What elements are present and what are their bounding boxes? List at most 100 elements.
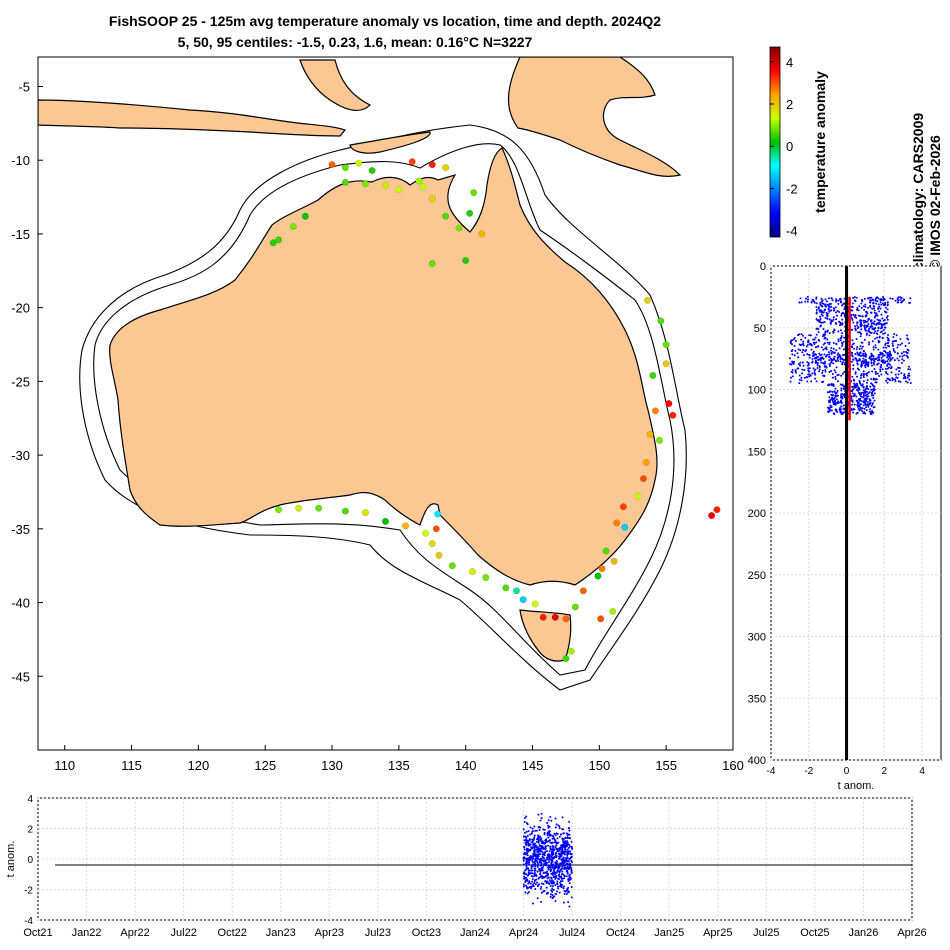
timeseries-point [533,871,536,874]
depth-point [895,339,898,342]
map-x-tick-label: 135 [388,758,410,773]
map-point [579,587,587,595]
depth-point [872,346,875,349]
shelf-contour [93,143,675,676]
timeseries-point [531,872,534,875]
depth-point [892,349,895,352]
timeseries-point [552,856,555,859]
depth-point [906,337,909,340]
map-point [419,183,427,191]
depth-point [814,353,817,356]
depth-point [894,373,897,376]
depth-point [829,365,832,368]
depth-point [865,333,868,336]
depth-point [891,379,894,382]
depth-point [882,303,885,306]
map-point [657,317,665,325]
timeseries-point [547,844,550,847]
depth-point [802,342,805,345]
depth-point [869,357,872,360]
depth-point [822,357,825,360]
depth-point [864,358,867,361]
depth-point [851,360,854,363]
timeseries-point [551,845,554,848]
depth-point [883,326,886,329]
timeseries-point [566,854,569,857]
timeseries-point [568,875,571,878]
depth-point [852,342,855,345]
depth-y-tick-label: 150 [748,446,766,458]
timeseries-point [566,837,569,840]
depth-point [899,337,902,340]
depth-point [863,324,866,327]
depth-point [880,313,883,316]
timeseries-point [550,864,553,867]
timeseries-point [525,830,528,833]
map-point [634,492,642,500]
timeseries-point [523,851,526,854]
timeseries-point [559,854,562,857]
timeseries-point [556,883,559,886]
map-point [275,236,283,244]
timeseries-point [552,889,555,892]
timeseries-point [524,879,527,882]
depth-point [806,343,809,346]
depth-point [902,359,905,362]
depth-point [806,376,809,379]
timeseries-point [534,829,537,832]
timeseries-point [570,896,573,899]
depth-point [832,307,835,310]
timeseries-point [540,882,543,885]
depth-point [876,300,879,303]
timeseries-point [531,859,534,862]
timeseries-point [535,874,538,877]
depth-point [850,354,853,357]
depth-point [824,342,827,345]
depth-point [860,374,863,377]
timeseries-point [547,826,550,829]
depth-point [858,379,861,382]
map-point [428,259,436,267]
depth-point [788,362,791,365]
timeseries-point [551,852,554,855]
depth-point [804,300,807,303]
timeseries-point [565,858,568,861]
depth-point [874,330,877,333]
depth-point [882,296,885,299]
colorbar-gradient [769,46,781,238]
depth-point [827,305,830,308]
depth-point [851,317,854,320]
depth-point [839,409,842,412]
depth-point [854,314,857,317]
timeseries-point [567,891,570,894]
depth-point [826,329,829,332]
timeseries-point [561,838,564,841]
map-point [594,572,602,580]
timeseries-point [562,873,565,876]
timeseries-point [536,870,539,873]
depth-point [857,387,860,390]
depth-point [882,332,885,335]
depth-point [895,368,898,371]
timeseries-point [532,861,535,864]
timeseries-point [536,897,539,900]
depth-point [903,374,906,377]
depth-point [821,335,824,338]
depth-point [823,375,826,378]
depth-point [877,322,880,325]
depth-point [830,370,833,373]
depth-point [840,389,843,392]
depth-point [886,360,889,363]
timeseries-point [552,885,555,888]
depth-point [852,297,855,300]
depth-point [835,366,838,369]
map-point [462,256,470,264]
timeseries-point [531,878,534,881]
depth-point [851,302,854,305]
depth-point [867,297,870,300]
map-y-tick-label: -5 [18,79,30,94]
timeseries-x-tick-label: Oct22 [218,927,247,939]
depth-point [865,310,868,313]
timeseries-point [529,826,532,829]
depth-point [842,340,845,343]
